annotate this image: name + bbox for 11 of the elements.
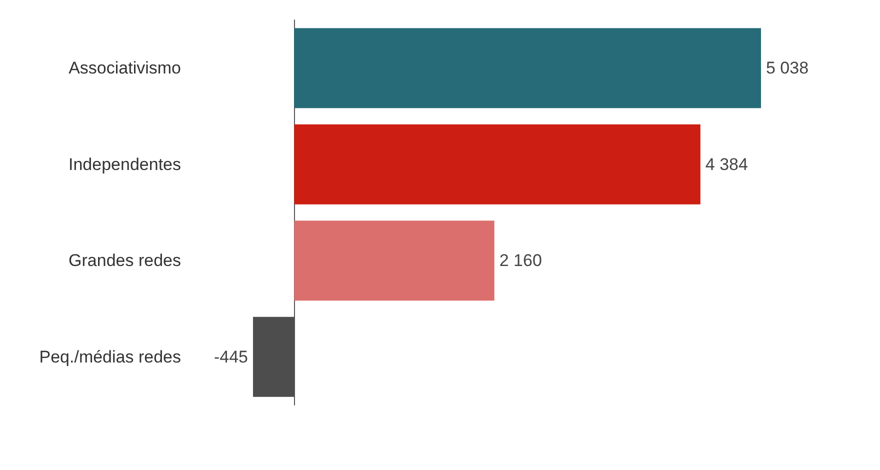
data-label: 5 038 [766,58,809,78]
data-label: 4 384 [705,154,748,174]
bar [294,28,761,108]
data-label: -445 [214,347,248,366]
y-tick-label: Grandes redes [68,251,181,270]
y-tick-label: Peq./médias redes [39,347,181,366]
y-tick-label: Associativismo [68,58,181,78]
bar [294,124,700,204]
data-label: 2 160 [499,251,542,270]
y-tick-label: Independentes [68,154,181,174]
bar [294,220,494,301]
